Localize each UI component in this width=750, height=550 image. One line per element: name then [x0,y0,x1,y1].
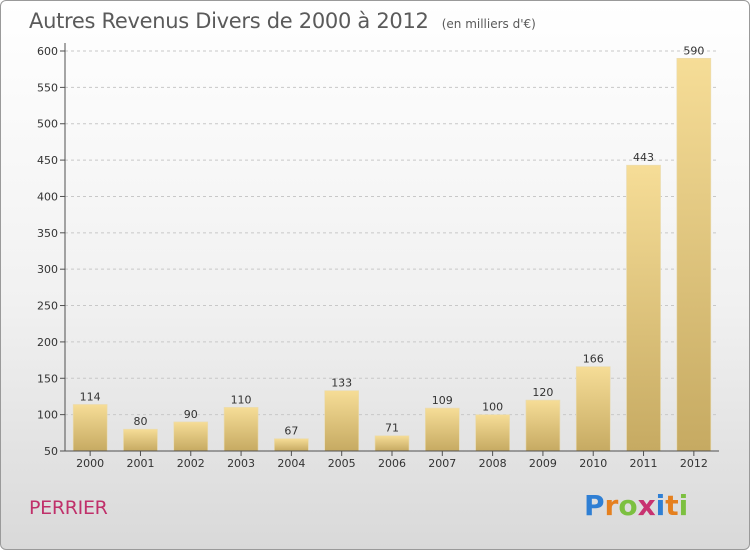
bar [324,390,359,452]
data-label: 166 [583,353,604,366]
y-tick-label: 150 [37,372,58,385]
data-label: 110 [231,393,252,406]
bar [575,366,611,452]
logo-letter: P [584,489,605,522]
logo-letter: r [604,489,619,522]
x-tick-label: 2006 [378,457,406,470]
chart-title: Autres Revenus Divers de 2000 à 2012 [29,9,429,33]
proxiti-logo: Proxiti [584,489,688,522]
data-label: 80 [133,415,147,428]
y-tick-label: 550 [37,81,58,94]
x-tick-label: 2011 [630,457,658,470]
data-label: 120 [532,386,553,399]
y-tick-label: 100 [37,409,58,422]
x-tick-label: 2007 [428,457,456,470]
bar [274,438,309,452]
bar [173,421,209,452]
bar [223,407,259,452]
data-label: 114 [80,390,101,403]
y-tick-label: 450 [37,154,58,167]
bar [475,414,510,452]
y-tick-label: 400 [37,190,58,203]
logo-letter: t [665,489,679,522]
logo-letter: x [637,489,656,522]
x-tick-label: 2008 [479,457,507,470]
data-label: 109 [432,394,453,407]
data-label: 133 [331,377,352,390]
data-label: 590 [683,44,704,57]
chart-title-block: Autres Revenus Divers de 2000 à 2012 (en… [29,9,536,33]
y-tick-label: 50 [44,445,58,458]
y-tick-label: 500 [37,118,58,131]
data-label: 100 [482,401,503,414]
bar [525,399,561,452]
chart-unit: (en milliers d'€) [441,17,536,31]
x-tick-label: 2003 [227,457,255,470]
bar [123,428,158,452]
x-tick-label: 2002 [177,457,205,470]
y-tick-label: 200 [37,336,58,349]
x-tick-label: 2010 [579,457,607,470]
logo-letter: i [655,489,666,522]
y-tick-label: 350 [37,227,58,240]
y-tick-label: 600 [37,45,58,58]
x-tick-label: 2012 [680,457,708,470]
data-label: 90 [184,408,198,421]
x-tick-label: 2005 [328,457,356,470]
x-tick-label: 2009 [529,457,557,470]
commune-name: PERRIER [29,497,108,519]
x-tick-label: 2000 [76,457,104,470]
bar [626,164,661,452]
bar [425,407,460,452]
x-tick-label: 2001 [126,457,154,470]
bar [72,404,108,452]
y-tick-label: 250 [37,300,58,313]
logo-letter: o [618,489,638,522]
bar [374,435,410,452]
bar [676,57,712,452]
y-tick-label: 300 [37,263,58,276]
logo-letter: i [678,489,689,522]
data-label: 443 [633,151,654,164]
x-tick-label: 2004 [277,457,305,470]
data-label: 67 [284,425,298,438]
data-label: 71 [385,422,399,435]
